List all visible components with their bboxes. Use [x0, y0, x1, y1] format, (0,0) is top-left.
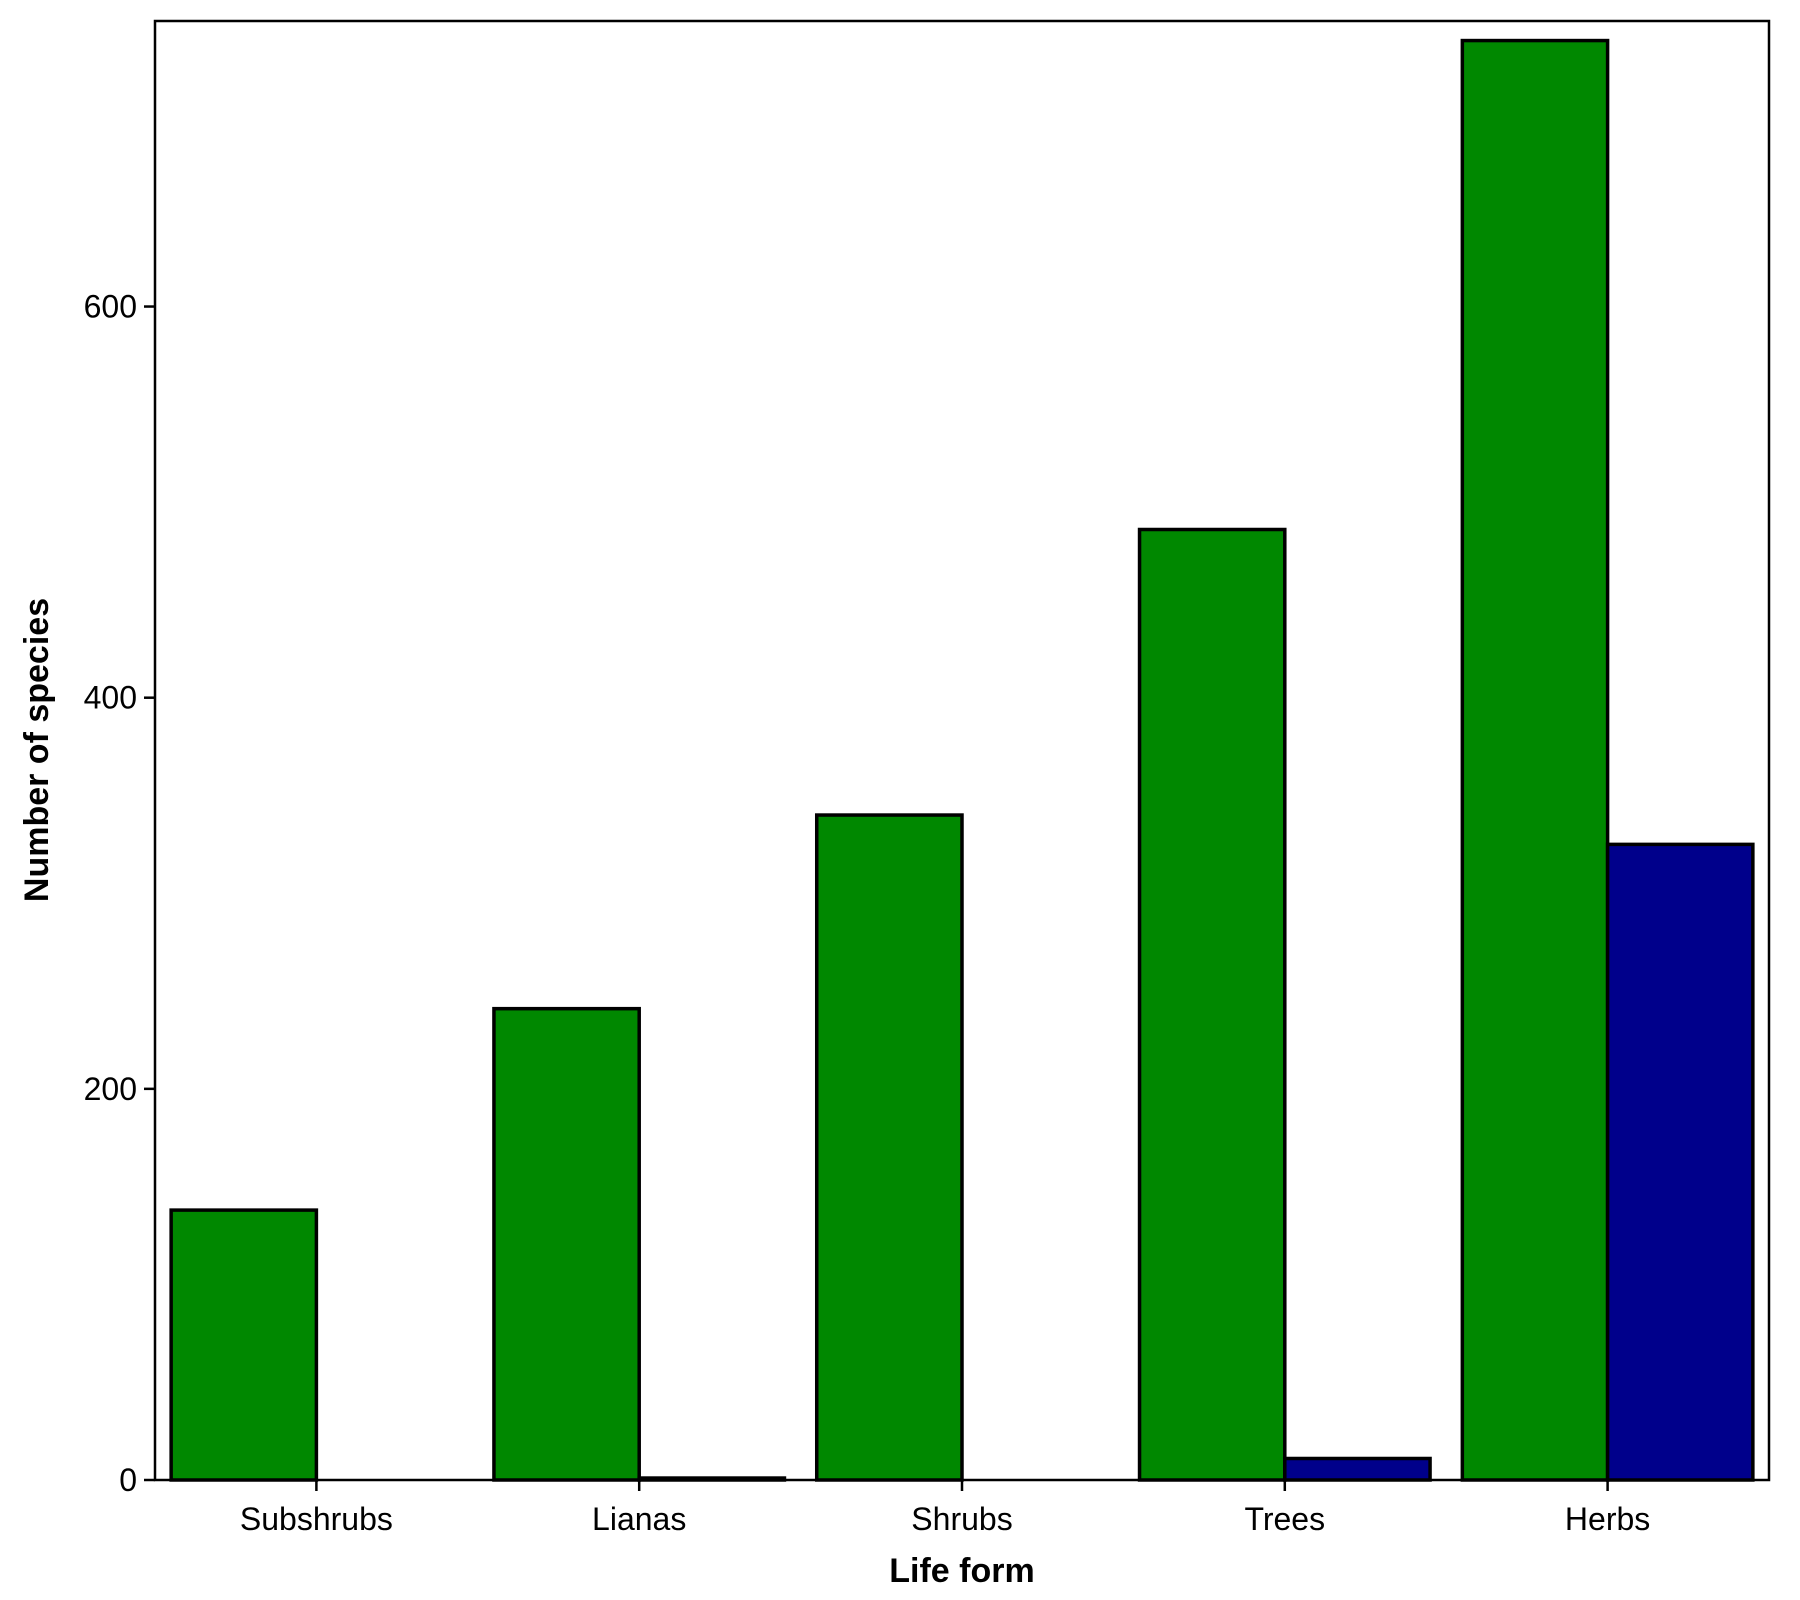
bar-shrubs-series-1: [814, 813, 964, 1482]
y-tick-label: 0: [119, 1462, 137, 1498]
x-axis-title: Life form: [889, 1552, 1034, 1590]
plot-panel-border: [153, 19, 1771, 1482]
x-axis-ticks: Subshrubs Lianas Shrubs Trees Herbs: [240, 1480, 1650, 1537]
x-tick-label: Shrubs: [911, 1501, 1012, 1537]
y-axis-ticks: 0 200 400 600: [84, 289, 155, 1498]
bar-lianas-series-1: [492, 1006, 641, 1482]
bar-trees-series-1: [1137, 527, 1287, 1482]
bar-subshrubs-series-1: [169, 1208, 319, 1482]
bar-herbs-series-2: [1605, 842, 1755, 1482]
x-tick-label: Subshrubs: [240, 1501, 393, 1537]
y-axis-title: Number of species: [18, 598, 56, 902]
x-tick-label: Trees: [1244, 1501, 1325, 1537]
y-tick-label: 600: [84, 289, 137, 325]
bars-group: [169, 38, 1755, 1482]
y-tick-label: 400: [84, 680, 137, 716]
y-tick-label: 200: [84, 1071, 137, 1107]
bar-herbs-series-1: [1460, 38, 1610, 1482]
x-tick-label: Herbs: [1565, 1501, 1650, 1537]
x-tick-label: Lianas: [592, 1501, 686, 1537]
bar-trees-series-2: [1283, 1456, 1432, 1482]
